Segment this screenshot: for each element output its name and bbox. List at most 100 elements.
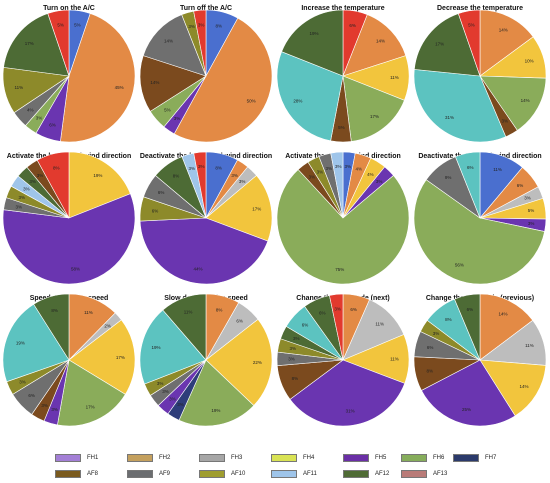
pie-slice-label: 6% [349,23,356,28]
pie-slice-label: 19% [93,173,102,178]
pie-slice-label: 8% [51,308,58,313]
pie-slice-label: 6% [28,393,35,398]
pie-slice-label: 3% [189,166,196,171]
pie-slice-label: 14% [519,384,528,389]
pie-slice [276,169,410,285]
pie-slice-label: 17% [252,207,261,212]
pie-slice-label: 5% [528,208,535,213]
legend-label-fh7: FH7 [485,454,497,461]
legend-item-fh2: FH2 [127,452,170,463]
pie-slice [289,359,406,427]
legend-swatch-fh3 [199,453,225,462]
pie-slice-label: 3% [188,24,195,29]
pie-slice-label: 3% [41,403,48,408]
pie-slice-label: 17% [370,114,379,119]
pie-slice [329,293,344,361]
pie-slice-label: 56% [455,263,464,268]
pie-slice-label: 6% [319,310,326,315]
pie-slice-label: 5% [74,23,81,28]
legend-label-af9: AF9 [159,470,171,477]
pie-slice-label: 3% [376,179,383,184]
legend-swatch-af8 [55,469,81,478]
pie-chart-12: Change the A/C mode (previous)14%11%14%2… [413,293,547,427]
pie-slice-label: 11% [375,321,384,326]
pie-slice [479,359,547,417]
pie-slice-label: 4% [356,166,363,171]
legend-swatch-fh4 [271,453,297,462]
pie-slice-label: 31% [346,408,355,413]
pie-title: Turn on the A/C [43,5,95,12]
pie-slice-label: 19% [152,345,161,350]
pie-slice-label: 6% [517,183,524,188]
pie-slice-label: 3% [19,379,26,384]
pie-slice-label: 11% [525,343,534,348]
pie-slice [68,319,136,395]
legend-item-af12: AF12 [343,468,389,479]
pie-slice-label: 14% [521,98,530,103]
pie-slice [142,14,207,77]
pie-slice-label: 58% [71,267,80,272]
pie-slice [139,309,207,385]
pie-slice-label: 8% [173,174,180,179]
pie-slice-label: 3% [239,179,246,184]
legend-item-fh5: FH5 [343,452,386,463]
legend-swatch-af12 [343,469,369,478]
pie-slice-label: 3% [198,164,205,169]
pie-slice-label: 3% [288,357,295,362]
pie-slice-label: 3% [169,396,176,401]
pie-slice-label: 6% [467,165,474,170]
pie-slice-label: 10% [525,58,534,63]
pie-slice-label: 3% [16,204,23,209]
pie-chart-2: Turn off the A/C8%50%3%5%14%14%3% 3% [139,5,273,143]
legend-label-af10: AF10 [231,470,246,477]
pie-slice [162,293,207,361]
pie-chart-1: Turn on the A/C 5% 45% 6% 3%4% 11% 17% 5% [2,5,136,143]
pie-slice [36,151,70,219]
pie-slice [205,175,273,242]
pie-slice-label: 19% [310,31,319,36]
pie-chart-10: Slow down the fan speed8%6%22%19%3%3%3%3… [139,293,273,427]
pie-slice [457,9,481,77]
pie-slice [68,151,131,219]
pie-slice-label: 14% [498,311,507,316]
pie-chart-7: Activate the vertical wind direction3%4%… [276,151,410,285]
pie-slice-label: 8% [445,317,452,322]
pie-slice-label: 45% [115,85,124,90]
legend-swatch-af13 [401,469,427,478]
pie-slice [57,359,126,427]
pie-chart-3: Increase the temperature 6% 14% 11% 17% 5% 28%… [276,5,410,143]
pie-slice-label: 3% [290,346,297,351]
legend: FH1 FH2 FH3 FH4 FH5 FH6 FH7 AF8 AF9 AF10… [55,452,496,480]
pie-slice-label: 3% [308,175,315,180]
pie-chart-11: Change the A/C mode (next)6%11%11%31%8%3… [276,293,410,427]
pie-slice-label: 8% [426,368,433,373]
pie-slice-label: 19% [211,408,220,413]
pie-title: Turn off the A/C [180,5,232,12]
pie-chart-4: Decrease the temperature 14% 10% 14% 3% 31% 17… [413,5,547,143]
legend-label-af12: AF12 [375,470,390,477]
pie-slice-label: 6% [467,307,474,312]
pie-slice [276,51,344,142]
pie-slice-label: 19% [16,341,25,346]
pie-slice-label: 9% [445,175,452,180]
pie-slice-label: 3% [345,164,352,169]
legend-item-fh7: FH7 [453,452,496,463]
legend-item-af11: AF11 [271,468,317,479]
pie-slice-label: 3% [335,164,342,169]
legend-label-fh2: FH2 [159,454,171,461]
legend-item-fh6: FH6 [401,452,444,463]
pie-slice-label: 3% [37,173,44,178]
pie-slice-label: 17% [435,42,444,47]
pie-slice-label: 17% [25,41,34,46]
pie-slice-label: 5% [57,23,64,28]
pie-slice-label: 8% [292,376,299,381]
pie-slice-label: 3% [29,179,36,184]
pie-slice [479,75,547,131]
pie-slice-label: 8% [216,308,223,313]
pie-slice-label: 11% [390,357,399,362]
pie-slice-label: 31% [445,115,454,120]
pie-slice-label: 3% [174,116,181,121]
legend-label-fh4: FH4 [303,454,315,461]
pie-slice-label: 11% [390,75,399,80]
pie-slice-label: 8% [215,166,222,171]
